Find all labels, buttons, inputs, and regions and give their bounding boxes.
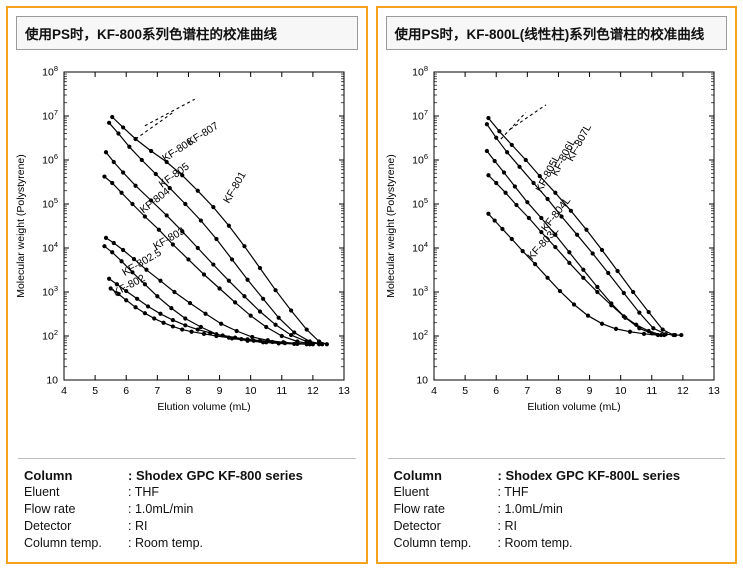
svg-text:11: 11 <box>276 385 287 397</box>
panel-kf800: 使用PS时，KF-800系列色谱柱的校准曲线 4 5 6 7 8 9 10 11 12 13 10 1… <box>6 6 368 564</box>
svg-text:104: 104 <box>412 240 428 255</box>
svg-text:107: 107 <box>42 108 58 123</box>
spec-key: Column <box>393 468 442 483</box>
svg-text:13: 13 <box>338 385 350 397</box>
chart-area-right: 4 5 6 7 8 9 10 11 12 13 10 102 103 104 105 106 107 108 Elu… <box>378 50 736 452</box>
svg-text:11: 11 <box>646 385 657 397</box>
svg-text:104: 104 <box>42 240 58 255</box>
chart-area-left: 4 5 6 7 8 9 10 11 12 13 10 102 103 104 105 106 107 108 Elu… <box>8 50 366 452</box>
spec-row: Flow rate : 1.0mL/min <box>394 501 726 518</box>
svg-text:6: 6 <box>493 385 499 397</box>
specs-left: Column : Shodex GPC KF-800 series Eluent… <box>24 467 356 552</box>
svg-text:10: 10 <box>614 385 626 397</box>
svg-text:107: 107 <box>412 108 428 123</box>
spec-row: Detector : RI <box>24 518 356 535</box>
spec-value: : 1.0mL/min <box>497 502 563 516</box>
svg-text:102: 102 <box>412 328 428 343</box>
svg-text:KF-801: KF-801 <box>221 170 249 206</box>
spec-key: Column temp. <box>393 536 472 550</box>
spec-key: Flow rate <box>24 502 76 516</box>
spec-key: Eluent <box>24 485 60 499</box>
spec-key: Column temp. <box>24 536 102 550</box>
spec-row: Column : Shodex GPC KF-800 series <box>24 467 356 484</box>
spec-value: : Room temp. <box>128 536 204 550</box>
svg-text:KF-806: KF-806 <box>160 136 196 165</box>
spec-key: Detector <box>393 519 441 533</box>
spec-key: Eluent <box>393 485 429 499</box>
svg-text:Molecular weight (Polystyrene): Molecular weight (Polystyrene) <box>385 154 397 298</box>
panel-title-right: 使用PS时，KF-800L(线性柱)系列色谱柱的校准曲线 <box>385 16 727 50</box>
spec-value: : Shodex GPC KF-800L series <box>497 468 681 483</box>
svg-text:108: 108 <box>412 64 428 79</box>
svg-text:10: 10 <box>46 375 58 387</box>
spec-row: Column temp. : Room temp. <box>394 535 726 552</box>
panel-title-left: 使用PS时，KF-800系列色谱柱的校准曲线 <box>16 16 358 50</box>
svg-text:12: 12 <box>307 385 319 397</box>
svg-text:10: 10 <box>416 375 428 387</box>
svg-text:103: 103 <box>412 284 428 299</box>
svg-text:7: 7 <box>154 385 160 397</box>
spec-row: Column : Shodex GPC KF-800L series <box>394 467 726 484</box>
spec-value: : RI <box>128 519 148 533</box>
calibration-chart-left: 4 5 6 7 8 9 10 11 12 13 10 102 103 104 105 106 107 108 Elu… <box>15 64 350 413</box>
svg-text:7: 7 <box>524 385 530 397</box>
spec-value: : Room temp. <box>497 536 573 550</box>
svg-text:12: 12 <box>677 385 689 397</box>
spec-key: Flow rate <box>393 502 445 516</box>
svg-text:5: 5 <box>92 385 98 397</box>
calibration-chart-right: 4 5 6 7 8 9 10 11 12 13 10 102 103 104 105 106 107 108 Elu… <box>385 64 720 413</box>
spec-value: : THF <box>128 485 160 499</box>
spec-row: Eluent : THF <box>394 484 726 501</box>
divider-right <box>387 458 725 459</box>
svg-text:106: 106 <box>412 152 428 167</box>
specs-right: Column : Shodex GPC KF-800L series Eluen… <box>394 467 726 552</box>
spec-value: : THF <box>497 485 529 499</box>
spec-value: : RI <box>497 519 517 533</box>
svg-text:8: 8 <box>186 385 192 397</box>
svg-text:KF-805: KF-805 <box>157 160 192 190</box>
spec-value: : Shodex GPC KF-800 series <box>128 468 303 483</box>
spec-row: Column temp. : Room temp. <box>24 535 356 552</box>
svg-text:10: 10 <box>245 385 257 397</box>
svg-text:9: 9 <box>586 385 592 397</box>
svg-text:8: 8 <box>555 385 561 397</box>
svg-text:KF-804: KF-804 <box>138 185 173 216</box>
svg-text:4: 4 <box>431 385 437 397</box>
spec-row: Flow rate : 1.0mL/min <box>24 501 356 518</box>
svg-text:108: 108 <box>42 64 58 79</box>
divider-left <box>18 458 356 459</box>
svg-text:5: 5 <box>462 385 468 397</box>
svg-text:102: 102 <box>42 328 58 343</box>
svg-text:4: 4 <box>61 385 67 397</box>
spec-key: Column <box>24 468 73 483</box>
svg-text:Molecular weight (Polystyrene): Molecular weight (Polystyrene) <box>15 154 27 298</box>
svg-text:106: 106 <box>42 152 58 167</box>
spec-key: Detector <box>24 519 72 533</box>
svg-text:6: 6 <box>123 385 129 397</box>
svg-text:Elution volume (mL): Elution volume (mL) <box>157 401 250 413</box>
panel-kf800l: 使用PS时，KF-800L(线性柱)系列色谱柱的校准曲线 4 5 6 7 8 9 10 11 1… <box>375 6 737 564</box>
svg-text:Elution volume (mL): Elution volume (mL) <box>527 401 620 413</box>
spec-row: Detector : RI <box>394 518 726 535</box>
spec-row: Eluent : THF <box>24 484 356 501</box>
svg-text:105: 105 <box>42 196 58 211</box>
spec-value: : 1.0mL/min <box>128 502 194 516</box>
svg-text:105: 105 <box>412 196 428 211</box>
svg-text:103: 103 <box>42 284 58 299</box>
svg-text:9: 9 <box>217 385 223 397</box>
svg-text:13: 13 <box>708 385 720 397</box>
